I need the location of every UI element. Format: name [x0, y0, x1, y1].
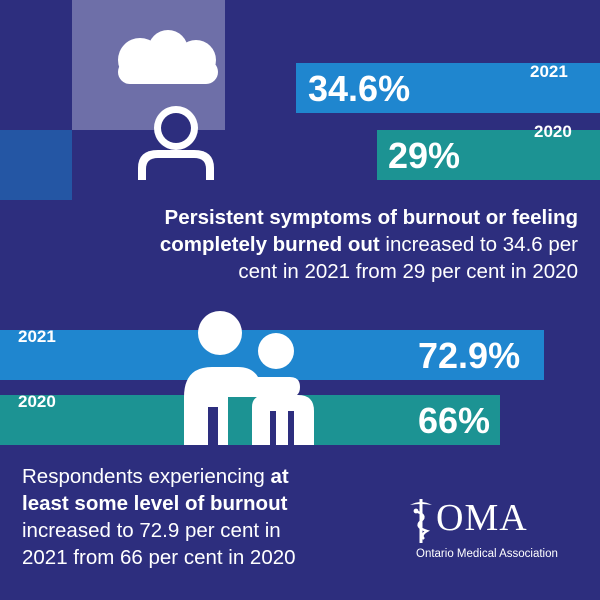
bar-2020-year: 2020	[534, 122, 572, 141]
caduceus-icon	[410, 499, 432, 543]
person-under-cloud-icon	[118, 30, 218, 180]
bar-2021-burned-out	[296, 63, 600, 113]
logo-wordmark: OMA	[436, 497, 528, 539]
caption-some-burnout: Respondents experiencing at least some l…	[22, 463, 372, 571]
bar-2021-year: 2021	[530, 62, 568, 81]
bar-2020-value-2: 66%	[418, 400, 491, 441]
two-people-comforting-icon	[184, 311, 314, 445]
bar-2021-year-2: 2021	[18, 327, 56, 346]
caption-line: cent in 2021 from 29 per cent in 2020	[238, 260, 578, 283]
bar-2020-some-burnout	[0, 395, 500, 445]
bar-2021-value: 34.6%	[308, 68, 411, 109]
bar-2021-value-2: 72.9%	[418, 335, 521, 376]
logo-subtitle: Ontario Medical Association	[416, 548, 558, 560]
bar-2020-burned-out	[377, 130, 600, 180]
caption-line: Respondents experiencing at	[22, 465, 289, 488]
bar-2020-value: 29%	[388, 135, 461, 176]
caption-line: least some level of burnout	[22, 492, 288, 515]
caption-line: increased to 72.9 per cent in	[22, 519, 281, 542]
caption-line: Persistent symptoms of burnout or feelin…	[164, 206, 578, 229]
caption-burned-out: Persistent symptoms of burnout or feelin…	[98, 204, 578, 285]
bar-2020-year-2: 2020	[18, 392, 56, 411]
caption-line: 2021 from 66 per cent in 2020	[22, 546, 296, 569]
caption-line: completely burned out increased to 34.6 …	[159, 233, 578, 256]
decorative-square-blue	[0, 130, 72, 200]
